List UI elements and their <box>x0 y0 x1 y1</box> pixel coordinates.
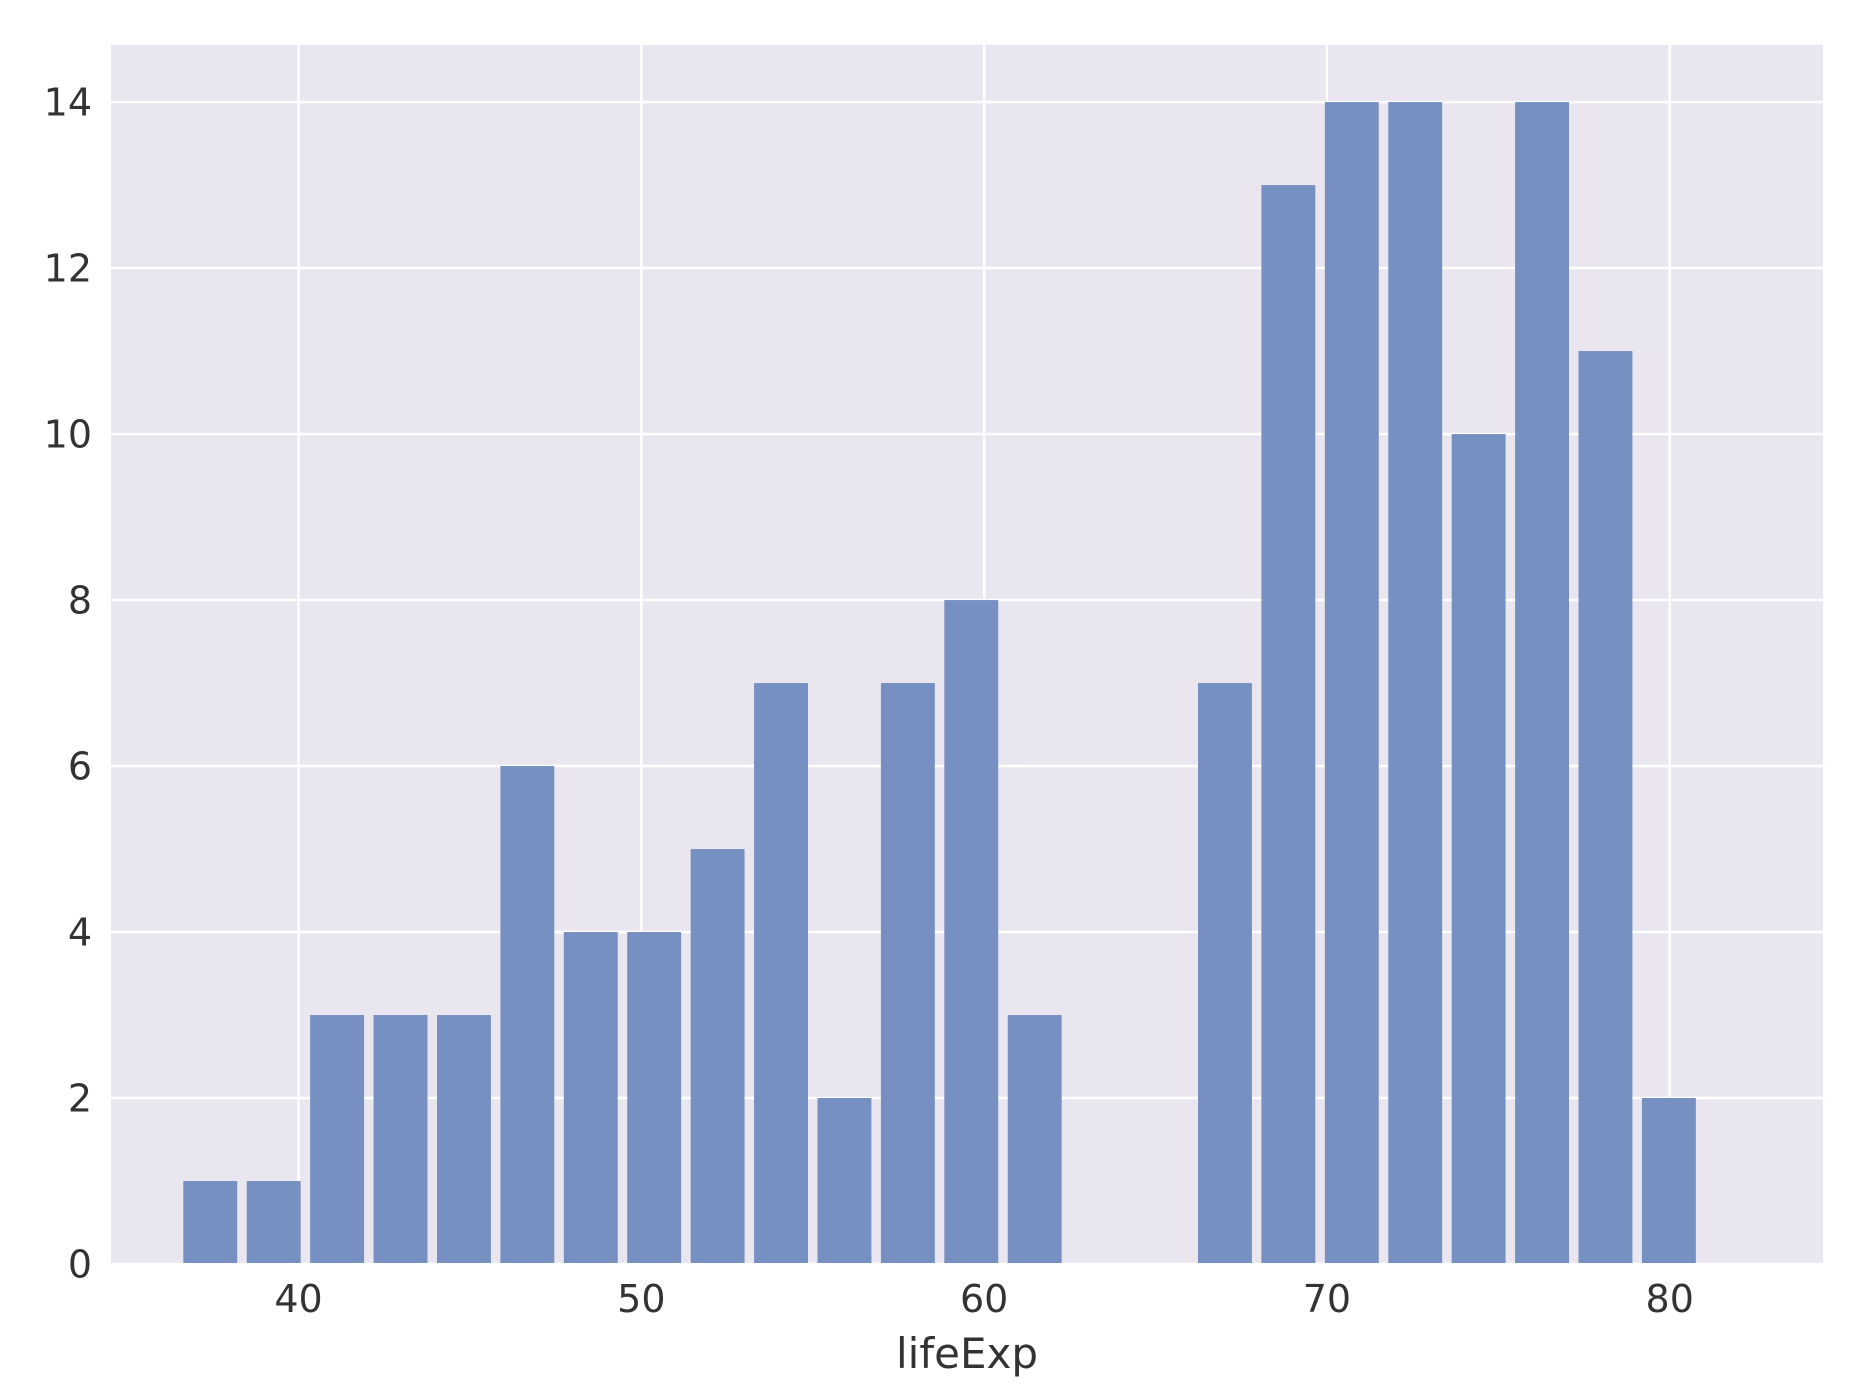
histogram-bar <box>1642 1098 1696 1264</box>
y-tick-label: 14 <box>44 80 92 124</box>
y-tick-label: 2 <box>68 1076 92 1120</box>
histogram-bar <box>754 683 808 1264</box>
histogram-bar <box>1515 102 1569 1264</box>
histogram-bar <box>944 600 998 1264</box>
histogram-bar <box>247 1181 301 1264</box>
histogram-bar <box>1325 102 1379 1264</box>
y-tick-label: 12 <box>44 246 92 290</box>
histogram-bar <box>1579 351 1633 1264</box>
histogram-bar <box>310 1015 364 1264</box>
histogram-bar <box>1198 683 1252 1264</box>
x-tick-label: 50 <box>617 1277 665 1321</box>
histogram-bar <box>1452 434 1506 1264</box>
x-tick-label: 40 <box>274 1277 322 1321</box>
histogram-chart: 40 50 60 70 80 0 2 4 6 8 10 12 14 lifeExp <box>0 0 1872 1392</box>
histogram-bar <box>881 683 935 1264</box>
histogram-bar <box>627 932 681 1264</box>
x-tick-label: 60 <box>960 1277 1008 1321</box>
histogram-bar <box>564 932 618 1264</box>
y-tick-label: 6 <box>68 744 92 788</box>
histogram-bar <box>1261 185 1315 1264</box>
histogram-bar <box>374 1015 428 1264</box>
histogram-bar <box>183 1181 237 1264</box>
x-tick-label: 80 <box>1646 1277 1694 1321</box>
histogram-bar <box>691 849 745 1264</box>
histogram-bar <box>500 766 554 1264</box>
histogram-bar <box>1388 102 1442 1264</box>
histogram-bar <box>1008 1015 1062 1264</box>
y-tick-label: 4 <box>68 910 92 954</box>
x-axis-label: lifeExp <box>896 1329 1038 1378</box>
y-tick-label: 8 <box>68 578 92 622</box>
x-tick-label: 70 <box>1303 1277 1351 1321</box>
histogram-bar <box>437 1015 491 1264</box>
y-tick-label: 0 <box>68 1242 92 1286</box>
y-tick-label: 10 <box>44 412 92 456</box>
histogram-bar <box>817 1098 871 1264</box>
chart-svg: 40 50 60 70 80 0 2 4 6 8 10 12 14 lifeExp <box>0 0 1872 1392</box>
